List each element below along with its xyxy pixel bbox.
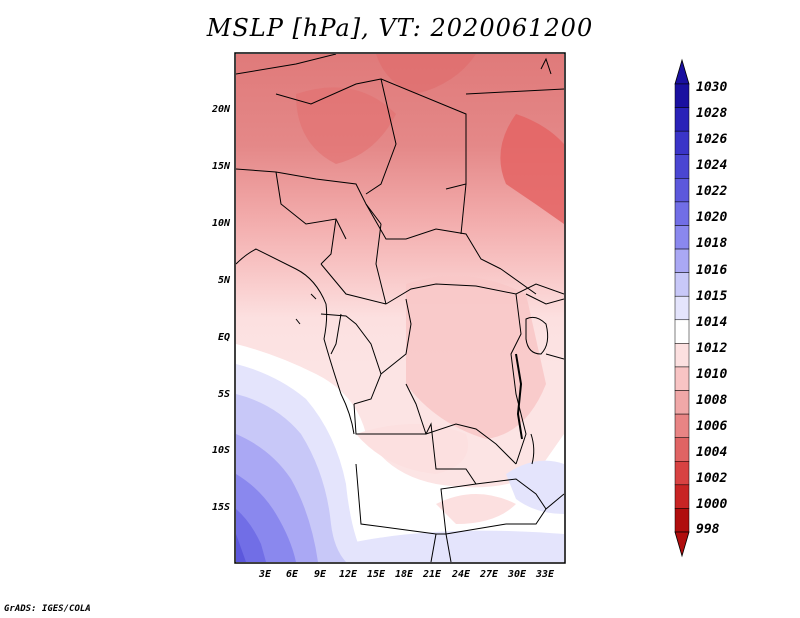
x-tick-label: 18E (394, 569, 414, 580)
x-tick-label: 33E (535, 569, 555, 580)
colorbar-segment (674, 413, 690, 438)
y-tick-label: 10S (211, 445, 230, 456)
colorbar-label: 1000 (696, 497, 728, 512)
y-tick-label: 10N (211, 218, 230, 229)
x-tick-label: 3E (258, 569, 272, 580)
colorbar-label: 1010 (696, 367, 728, 382)
colorbar-label: 1028 (696, 106, 728, 121)
colorbar-segment (674, 248, 690, 273)
colorbar-segment (674, 107, 690, 132)
colorbar-label: 1012 (696, 341, 728, 356)
colorbar-segment (674, 319, 690, 344)
x-tick-label: 15E (366, 569, 386, 580)
x-tick-label: 27E (479, 569, 499, 580)
colorbar-label: 1016 (696, 263, 728, 278)
colorbar-segment (674, 225, 690, 250)
colorbar-label: 1020 (696, 210, 728, 225)
colorbar (674, 58, 690, 558)
y-tick-label: 20N (211, 104, 230, 115)
colorbar-segment (674, 83, 690, 108)
colorbar-segment (674, 484, 690, 509)
credit-text: GrADS: IGES/COLA (4, 604, 91, 614)
colorbar-bottom-arrow (674, 531, 690, 558)
colorbar-label: 1008 (696, 393, 728, 408)
colorbar-segment (674, 178, 690, 203)
y-tick-label: EQ (217, 332, 230, 343)
colorbar-segment (674, 461, 690, 486)
colorbar-top-arrow (674, 58, 690, 85)
y-tick-label: 15N (211, 161, 230, 172)
colorbar-label: 1015 (696, 289, 728, 304)
colorbar-label: 1024 (696, 158, 728, 173)
colorbar-segment (674, 366, 690, 391)
colorbar-label: 1022 (696, 184, 728, 199)
colorbar-segment (674, 508, 690, 533)
x-tick-label: 6E (285, 569, 299, 580)
y-tick-label: 15S (211, 502, 230, 513)
colorbar-segment (674, 272, 690, 297)
colorbar-label: 1014 (696, 315, 728, 330)
colorbar-label: 1006 (696, 419, 728, 434)
x-tick-label: 21E (422, 569, 442, 580)
colorbar-label: 1002 (696, 471, 728, 486)
colorbar-segment (674, 201, 690, 226)
pressure-field (236, 54, 564, 562)
y-tick-label: 5N (217, 275, 230, 286)
mslp-map (236, 54, 564, 562)
colorbar-segment (674, 295, 690, 321)
colorbar-segment (674, 343, 690, 368)
colorbar-segment (674, 154, 690, 179)
map-frame (234, 52, 566, 564)
map-title: MSLP [hPa], VT: 2020061200 (206, 14, 594, 42)
x-tick-label: 24E (451, 569, 471, 580)
x-tick-label: 30E (507, 569, 527, 580)
colorbar-label: 1004 (696, 445, 728, 460)
x-tick-label: 9E (313, 569, 327, 580)
colorbar-segment (674, 390, 690, 415)
colorbar-label: 1026 (696, 132, 728, 147)
colorbar-label: 1030 (696, 80, 728, 95)
colorbar-label: 1018 (696, 236, 728, 251)
colorbar-label: 998 (696, 522, 720, 537)
y-tick-label: 5S (217, 389, 230, 400)
colorbar-segment (674, 130, 690, 155)
colorbar-segment (674, 437, 690, 462)
x-tick-label: 12E (338, 569, 358, 580)
